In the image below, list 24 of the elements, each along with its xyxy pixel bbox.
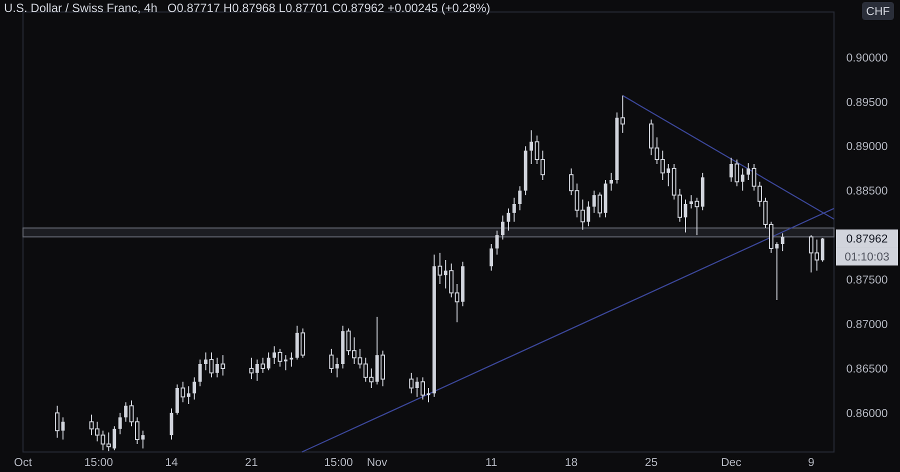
y-tick-label: 0.86500 bbox=[846, 363, 888, 376]
chart-subtitle: O0.87717 H0.87968 L0.87701 C0.87962 +0.00245 (+0.28%) bbox=[167, 1, 490, 15]
x-tick-label: 9 bbox=[808, 457, 814, 469]
x-tick-label: 25 bbox=[644, 457, 658, 469]
x-tick-label: 15:00 bbox=[324, 457, 353, 469]
x-tick-label: 21 bbox=[245, 457, 258, 469]
y-tick-label: 0.88500 bbox=[846, 186, 888, 198]
x-tick-label: Dec bbox=[720, 457, 742, 469]
x-tick-label: 11 bbox=[485, 457, 498, 469]
x-tick-label: 15:00 bbox=[84, 457, 114, 469]
y-tick-label: 0.89500 bbox=[846, 96, 888, 109]
text: 01:10:03 bbox=[844, 251, 890, 264]
y-tick-label: 0.87000 bbox=[846, 319, 888, 331]
y-tick-label: 0.90000 bbox=[846, 52, 888, 64]
text: 0.87962 bbox=[846, 233, 888, 246]
x-tick-label: 14 bbox=[165, 457, 178, 469]
y-tick-label: 0.87500 bbox=[846, 274, 888, 287]
x-tick-label: 18 bbox=[564, 457, 578, 469]
y-tick-label: 0.86000 bbox=[846, 408, 888, 420]
x-tick-label: Nov bbox=[366, 457, 388, 469]
chart-title: U.S. Dollar / Swiss Franc, 4h bbox=[4, 1, 158, 15]
y-axis-title: CHF bbox=[866, 6, 890, 18]
y-tick-label: 0.89000 bbox=[846, 141, 888, 154]
x-tick-label: Oct bbox=[14, 457, 33, 469]
